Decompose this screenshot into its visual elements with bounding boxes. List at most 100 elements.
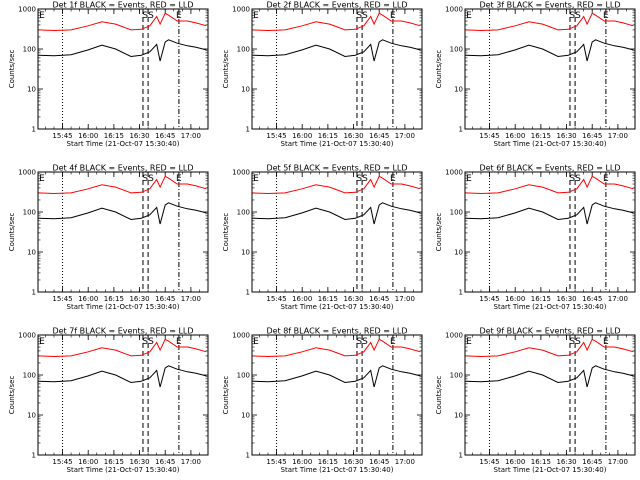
x-tick-label: 15:45 <box>266 458 286 466</box>
event-marker-2: SS <box>356 174 368 184</box>
plot-frame <box>464 171 636 293</box>
y-tick-label: 10 <box>241 86 250 94</box>
x-tick-label: 17:00 <box>395 295 415 303</box>
x-tick-label: 16:45 <box>155 458 175 466</box>
y-tick-label: 1000 <box>18 332 36 340</box>
event-marker-1: E <box>39 11 45 21</box>
event-marker-2: SS <box>569 174 581 184</box>
y-tick-label: 1 <box>246 289 250 297</box>
y-tick-label: 10 <box>454 412 463 420</box>
x-tick-label: 16:15 <box>318 295 338 303</box>
x-tick-label: 16:15 <box>104 132 124 140</box>
series-events-line <box>252 365 421 388</box>
y-tick-label: 1000 <box>18 169 36 177</box>
y-tick-label: 1000 <box>232 6 250 14</box>
panel-8: Det 8f BLACK = Events, RED = LLD 1 10 100 10… <box>222 327 423 474</box>
y-tick-label: 1000 <box>18 6 36 14</box>
event-marker-1: E <box>466 174 472 184</box>
x-tick-label: 16:00 <box>292 458 312 466</box>
series-lld-line <box>38 338 207 358</box>
event-marker-2: SS <box>142 174 154 184</box>
event-marker-3: E <box>390 337 396 347</box>
panel-title: Det 4f BLACK = Events, RED = LLD <box>52 164 193 173</box>
x-tick-label: 16:15 <box>104 458 124 466</box>
x-tick-label: 16:30 <box>343 458 363 466</box>
x-tick-label: 16:15 <box>104 295 124 303</box>
x-tick-label: 15:45 <box>479 458 499 466</box>
plot-frame <box>464 8 636 130</box>
y-tick-label: 10 <box>27 412 36 420</box>
y-tick-label: 1 <box>246 126 250 134</box>
series-lld-line <box>465 12 634 32</box>
panel-title: Det 6f BLACK = Events, RED = LLD <box>479 164 620 173</box>
y-tick-label: 100 <box>237 372 250 380</box>
plot-frame <box>251 171 423 293</box>
y-tick-label: 10 <box>27 249 36 257</box>
y-tick-label: 100 <box>450 209 463 217</box>
event-marker-3: E <box>176 11 182 21</box>
x-tick-label: 16:45 <box>155 295 175 303</box>
x-tick-label: 16:45 <box>369 295 389 303</box>
x-tick-label: 16:45 <box>369 132 389 140</box>
x-tick-label: 16:15 <box>531 132 551 140</box>
series-events-line <box>465 365 634 388</box>
y-axis-label: Counts/sec <box>8 213 16 252</box>
series-events-line <box>38 39 207 62</box>
x-tick-label: 16:30 <box>556 458 576 466</box>
x-tick-label: 15:45 <box>479 132 499 140</box>
x-tick-label: 17:00 <box>181 295 201 303</box>
y-axis-label: Counts/sec <box>8 376 16 415</box>
panel-6: Det 6f BLACK = Events, RED = LLD 1 10 100 10… <box>435 164 636 311</box>
event-marker-3: E <box>603 337 609 347</box>
series-events-line <box>252 202 421 225</box>
x-tick-label: 17:00 <box>608 132 628 140</box>
series-lld-line <box>465 338 634 358</box>
y-axis-label: Counts/sec <box>435 50 443 89</box>
x-tick-label: 16:00 <box>505 458 525 466</box>
event-marker-1: E <box>253 337 259 347</box>
panel-title: Det 5f BLACK = Events, RED = LLD <box>266 164 407 173</box>
event-marker-1: E <box>39 337 45 347</box>
y-tick-label: 1 <box>246 452 250 460</box>
panel-1: Det 1f BLACK = Events, RED = LLD 1 10 100 10… <box>8 1 209 148</box>
x-tick-label: 16:45 <box>582 132 602 140</box>
y-tick-label: 100 <box>450 46 463 54</box>
x-axis-label: Start Time (21-Oct-07 15:30:40) <box>494 303 607 311</box>
x-tick-label: 16:15 <box>318 458 338 466</box>
x-axis-label: Start Time (21-Oct-07 15:30:40) <box>67 303 180 311</box>
x-tick-label: 15:45 <box>52 132 72 140</box>
y-tick-label: 1 <box>459 452 463 460</box>
event-marker-1: E <box>466 337 472 347</box>
x-tick-label: 16:30 <box>556 132 576 140</box>
y-tick-label: 1 <box>32 289 36 297</box>
series-lld-line <box>38 12 207 32</box>
x-axis-label: Start Time (21-Oct-07 15:30:40) <box>494 140 607 148</box>
y-axis-label: Counts/sec <box>8 50 16 89</box>
series-lld-line <box>465 175 634 195</box>
x-tick-label: 16:00 <box>505 295 525 303</box>
panel-5: Det 5f BLACK = Events, RED = LLD 1 10 100 10… <box>222 164 423 311</box>
x-tick-label: 15:45 <box>479 295 499 303</box>
y-tick-label: 1000 <box>445 332 463 340</box>
x-tick-label: 16:30 <box>556 295 576 303</box>
x-tick-label: 16:30 <box>343 295 363 303</box>
y-tick-label: 100 <box>237 46 250 54</box>
y-tick-label: 1 <box>32 452 36 460</box>
x-tick-label: 17:00 <box>395 132 415 140</box>
plot-frame <box>464 334 636 456</box>
x-tick-label: 16:30 <box>129 458 149 466</box>
y-tick-label: 100 <box>23 46 36 54</box>
event-marker-1: E <box>253 11 259 21</box>
event-marker-3: E <box>390 174 396 184</box>
event-marker-2: SS <box>356 337 368 347</box>
x-tick-label: 16:00 <box>78 132 98 140</box>
series-lld-line <box>252 12 421 32</box>
series-lld-line <box>38 175 207 195</box>
plot-frame <box>251 334 423 456</box>
event-marker-3: E <box>390 11 396 21</box>
x-tick-label: 16:45 <box>582 458 602 466</box>
plot-frame <box>37 334 209 456</box>
panel-title: Det 3f BLACK = Events, RED = LLD <box>479 1 620 10</box>
y-tick-label: 100 <box>237 209 250 217</box>
x-tick-label: 17:00 <box>181 458 201 466</box>
